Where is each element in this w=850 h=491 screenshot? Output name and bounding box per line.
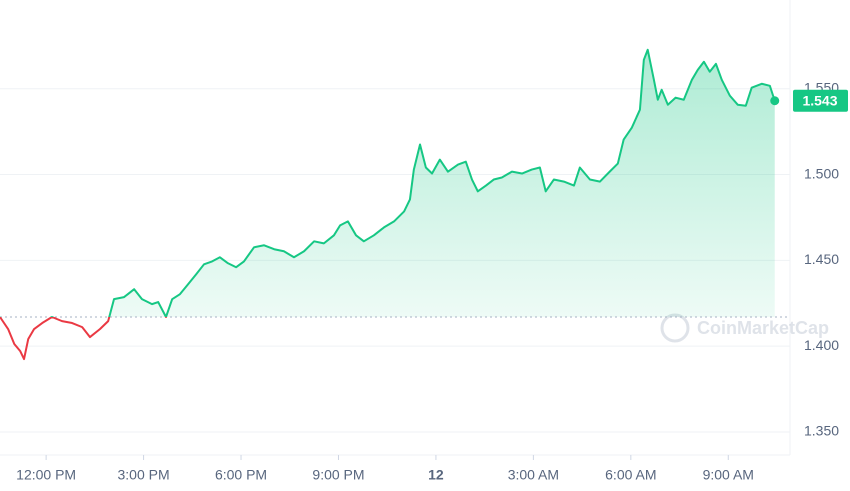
x-tick-label: 6:00 AM [605, 467, 656, 483]
price-badge [793, 89, 848, 112]
y-tick-label: 1.450 [804, 251, 839, 267]
x-tick-label: 9:00 PM [312, 467, 364, 483]
x-tick-label: 9:00 AM [703, 467, 754, 483]
watermark: CoinMarketCap [660, 313, 829, 343]
y-tick-label: 1.500 [804, 165, 839, 181]
x-tick-label: 3:00 PM [118, 467, 170, 483]
x-tick-label: 6:00 PM [215, 467, 267, 483]
y-tick-label: 1.350 [804, 423, 839, 439]
watermark-logo [660, 313, 690, 343]
price-line [0, 48, 776, 361]
x-tick-label: 3:00 AM [508, 467, 559, 483]
watermark-text: CoinMarketCap [697, 318, 829, 338]
price-badge-label: 1.543 [802, 92, 837, 108]
x-tick-label: 12 [428, 467, 444, 483]
last-point [770, 96, 780, 106]
y-tick-label: 1.400 [804, 337, 839, 353]
x-tick-label: 12:00 PM [16, 467, 76, 483]
